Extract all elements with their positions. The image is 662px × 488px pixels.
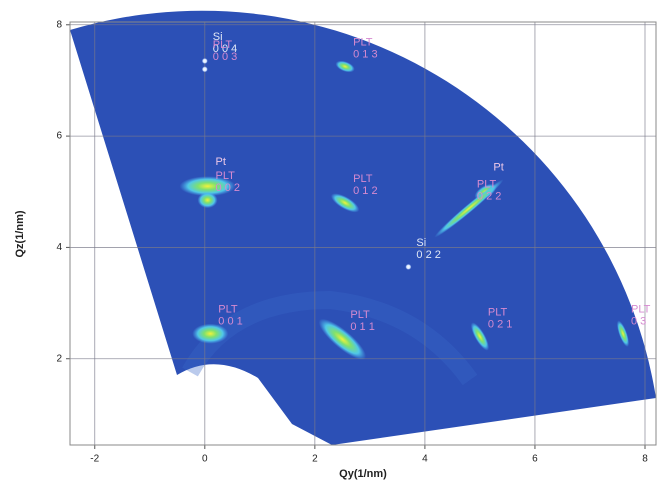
peak-spot [179, 176, 236, 197]
x-tick-label: 2 [312, 454, 318, 465]
detector-area [70, 10, 656, 446]
peak-hkl: 0 2 2 [477, 190, 501, 202]
plot-frame [69, 21, 657, 446]
peak-spot [434, 179, 504, 238]
peaks [179, 57, 630, 360]
y-tick-label: 8 [56, 19, 62, 30]
peak-hkl: 0 2 1 [488, 318, 512, 330]
peak-phase: PLT [216, 170, 236, 182]
peak-spot [201, 57, 208, 64]
peak-spot [405, 263, 412, 270]
x-tick-label: 0 [202, 454, 208, 465]
y-tick-label: 4 [56, 242, 62, 253]
peak-phase: PLT [477, 178, 497, 190]
peak-spot [197, 192, 218, 209]
x-tick-label: 8 [642, 454, 648, 465]
peak-hkl: 0 0 4 [213, 43, 237, 55]
peak-phase: PLT [218, 304, 238, 316]
peak-hkl: 0 3 [631, 316, 646, 328]
y-tick-label: 6 [56, 131, 62, 142]
y-axis-title: Qz(1/nm) [14, 210, 26, 257]
peak-phase: PLT [353, 36, 373, 48]
peak-hkl: 0 1 3 [353, 48, 377, 60]
peak-spot [330, 193, 360, 213]
peak-hkl: 0 0 3 [213, 51, 237, 63]
x-tick-label: 4 [422, 454, 428, 465]
x-tick-label: -2 [90, 454, 99, 465]
peak-spot [616, 320, 630, 347]
grid: -2 0 2 4 6 8 2 4 6 8 [56, 19, 656, 465]
peak-spot [470, 322, 490, 351]
y-tick-label: 2 [56, 353, 62, 364]
peak-phase: PLT [353, 173, 373, 185]
peak-spot [192, 323, 229, 344]
peak-spot [201, 66, 208, 73]
peak-phase: PLT [350, 309, 370, 321]
peak-phase: Pt [493, 162, 503, 174]
peak-phase: PLT [213, 39, 233, 51]
peak-phase: PLT [488, 306, 508, 318]
peak-phase: Si [213, 31, 223, 43]
peak-hkl: 0 1 2 [353, 185, 377, 197]
x-tick-label: 6 [532, 454, 538, 465]
peak-hkl: 0 0 1 [218, 316, 242, 328]
peak-hkl: 0 2 2 [416, 249, 440, 261]
peak-spot [335, 60, 355, 73]
peak-hkl: 0 1 1 [350, 321, 374, 333]
peak-hkl: 0 0 2 [216, 182, 240, 194]
peak-phase: Si [416, 237, 426, 249]
peak-phase: PLT [631, 304, 651, 316]
detector-fan [70, 10, 656, 446]
peak-spot [318, 318, 367, 360]
x-axis-title: Qy(1/nm) [339, 468, 387, 480]
peak-phase: Pt [216, 156, 226, 168]
